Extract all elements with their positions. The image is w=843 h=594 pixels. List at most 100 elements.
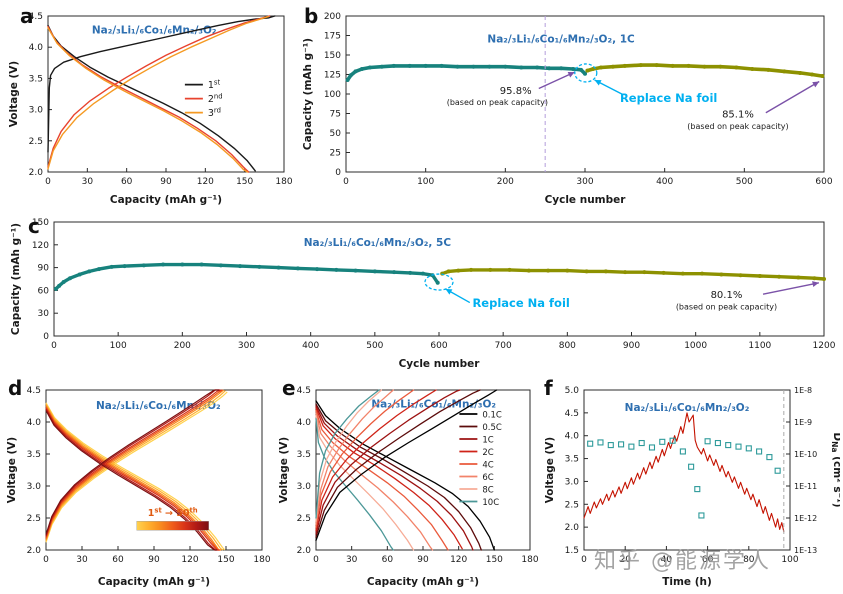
- svg-text:4.0: 4.0: [27, 418, 42, 428]
- svg-text:90: 90: [417, 555, 429, 565]
- svg-text:2nd: 2nd: [208, 93, 223, 106]
- svg-text:60: 60: [121, 177, 133, 187]
- svg-text:60: 60: [702, 555, 714, 565]
- svg-text:95.8%: 95.8%: [500, 86, 532, 97]
- svg-text:2.0: 2.0: [29, 168, 44, 178]
- svg-text:75: 75: [330, 110, 341, 120]
- svg-text:2.0: 2.0: [27, 546, 42, 556]
- svg-text:1E-10: 1E-10: [794, 450, 817, 459]
- svg-text:Voltage (V): Voltage (V): [8, 61, 20, 128]
- svg-text:25: 25: [330, 149, 341, 159]
- svg-text:900: 900: [623, 341, 640, 351]
- svg-text:Capacity (mAh g⁻¹): Capacity (mAh g⁻¹): [367, 576, 479, 588]
- svg-text:Na₂/₃Li₁/₆Co₁/₆Mn₂/₃O₂: Na₂/₃Li₁/₆Co₁/₆Mn₂/₃O₂: [96, 400, 221, 412]
- svg-text:0: 0: [45, 177, 51, 187]
- svg-text:60: 60: [112, 555, 124, 565]
- svg-text:3.5: 3.5: [27, 450, 41, 460]
- svg-text:DNa (cm² s⁻¹): DNa (cm² s⁻¹): [830, 432, 840, 507]
- svg-text:100: 100: [110, 341, 127, 351]
- svg-text:3.5: 3.5: [297, 450, 311, 460]
- svg-text:175: 175: [324, 32, 341, 42]
- svg-text:120: 120: [181, 555, 198, 565]
- svg-text:8C: 8C: [482, 486, 493, 496]
- svg-text:90: 90: [38, 264, 50, 274]
- svg-text:4.5: 4.5: [565, 409, 579, 419]
- svg-text:0: 0: [43, 332, 49, 342]
- svg-text:30: 30: [76, 555, 88, 565]
- chart-e-rate-capability: 0 30 60 90 120 150 180 2.0 2.5 3.0 3.5 4.0 4.5 Capaci…: [278, 386, 539, 588]
- chart-b-cycling-1c: 0 100 200 300 400 500 600 0 25 50 75 100 125 150 175 20…: [302, 12, 833, 206]
- svg-text:1.5: 1.5: [565, 546, 579, 556]
- svg-text:4.5: 4.5: [27, 386, 41, 396]
- svg-text:0: 0: [581, 555, 587, 565]
- svg-text:200: 200: [324, 12, 341, 22]
- svg-text:0: 0: [43, 555, 49, 565]
- svg-text:3.5: 3.5: [565, 455, 579, 465]
- svg-text:100: 100: [324, 90, 341, 100]
- svg-text:Voltage (V): Voltage (V): [544, 437, 556, 504]
- svg-text:200: 200: [174, 341, 191, 351]
- svg-text:(based on peak capacity): (based on peak capacity): [447, 98, 548, 107]
- svg-text:800: 800: [559, 341, 576, 351]
- panel-e: e 0 30 60 90 120 150 180 2.0 2.5 3.0 3.5 4.0 4.5 Capa…: [276, 376, 540, 592]
- svg-text:500: 500: [736, 177, 753, 187]
- svg-text:120: 120: [32, 241, 49, 251]
- svg-text:3.0: 3.0: [27, 482, 42, 492]
- svg-text:40: 40: [661, 555, 673, 565]
- svg-text:1E-13: 1E-13: [794, 546, 817, 555]
- svg-text:3.0: 3.0: [29, 106, 44, 116]
- panel-letter-d: d: [8, 376, 23, 400]
- svg-text:200: 200: [497, 177, 514, 187]
- svg-text:2.5: 2.5: [29, 137, 43, 147]
- svg-text:Capacity (mAh g⁻¹): Capacity (mAh g⁻¹): [98, 576, 210, 588]
- svg-text:1E-8: 1E-8: [794, 386, 812, 395]
- svg-text:120: 120: [197, 177, 214, 187]
- svg-text:2.5: 2.5: [27, 514, 41, 524]
- svg-text:Replace Na foil: Replace Na foil: [472, 296, 569, 310]
- svg-text:85.1%: 85.1%: [722, 109, 754, 120]
- svg-text:1E-12: 1E-12: [794, 514, 817, 523]
- svg-text:0: 0: [335, 168, 341, 178]
- svg-text:150: 150: [217, 555, 234, 565]
- svg-text:30: 30: [82, 177, 94, 187]
- svg-text:Na₂/₃Li₁/₆Co₁/₆Mn₂/₃O₂, 5C: Na₂/₃Li₁/₆Co₁/₆Mn₂/₃O₂, 5C: [304, 237, 452, 249]
- svg-text:180: 180: [275, 177, 292, 187]
- svg-text:2.0: 2.0: [297, 546, 312, 556]
- svg-text:400: 400: [656, 177, 673, 187]
- chart-d-cycle-evolution: 0 30 60 90 120 150 180 2.0 2.5 3.0 3.5 4.0 4.5 Capaci…: [6, 386, 271, 588]
- panel-letter-b: b: [304, 4, 319, 28]
- svg-text:Capacity (mAh g⁻¹): Capacity (mAh g⁻¹): [110, 194, 222, 206]
- svg-text:Voltage (V): Voltage (V): [278, 437, 290, 504]
- svg-text:1000: 1000: [684, 341, 707, 351]
- svg-text:2.5: 2.5: [297, 514, 311, 524]
- panel-d: d 0 30 60 90 120 150 180 2.0 2.5 3.0 3.5 4.0 4.5 Capa…: [4, 376, 274, 592]
- svg-text:300: 300: [238, 341, 255, 351]
- panel-letter-a: a: [20, 4, 34, 28]
- svg-text:Na₂/₃Li₁/₆Co₁/₆Mn₂/₃O₂: Na₂/₃Li₁/₆Co₁/₆Mn₂/₃O₂: [92, 24, 217, 36]
- svg-text:60: 60: [382, 555, 394, 565]
- svg-text:3.0: 3.0: [297, 482, 312, 492]
- svg-text:1E-9: 1E-9: [794, 418, 812, 427]
- svg-text:(based on peak capacity): (based on peak capacity): [676, 302, 777, 311]
- svg-text:500: 500: [366, 341, 383, 351]
- svg-text:60: 60: [38, 286, 50, 296]
- svg-text:50: 50: [330, 129, 342, 139]
- svg-text:2C: 2C: [482, 448, 493, 458]
- svg-text:125: 125: [324, 71, 341, 81]
- panel-letter-e: e: [282, 376, 296, 400]
- svg-text:80.1%: 80.1%: [711, 290, 743, 301]
- svg-text:20: 20: [619, 555, 631, 565]
- panel-b: b 0 100 200 300 400 500 600 0 25 50 75 100 125 150 175…: [300, 2, 838, 210]
- svg-text:0: 0: [51, 341, 57, 351]
- svg-text:90: 90: [148, 555, 160, 565]
- svg-text:1st: 1st: [208, 79, 221, 92]
- panel-c: c 0 100 200 300 400 500 600 700 800 900 1000 1100 12…: [8, 212, 838, 374]
- svg-text:3.5: 3.5: [29, 74, 43, 84]
- svg-text:Na₂/₃Li₁/₆Co₁/₆Mn₂/₃O₂: Na₂/₃Li₁/₆Co₁/₆Mn₂/₃O₂: [625, 402, 750, 414]
- svg-text:90: 90: [160, 177, 172, 187]
- svg-text:(based on peak capacity): (based on peak capacity): [687, 122, 788, 131]
- watermark: 知乎 @能源学人: [594, 549, 771, 574]
- svg-text:4.5: 4.5: [29, 12, 43, 22]
- svg-text:Time (h): Time (h): [662, 576, 712, 588]
- svg-text:1st → 50th: 1st → 50th: [148, 507, 198, 520]
